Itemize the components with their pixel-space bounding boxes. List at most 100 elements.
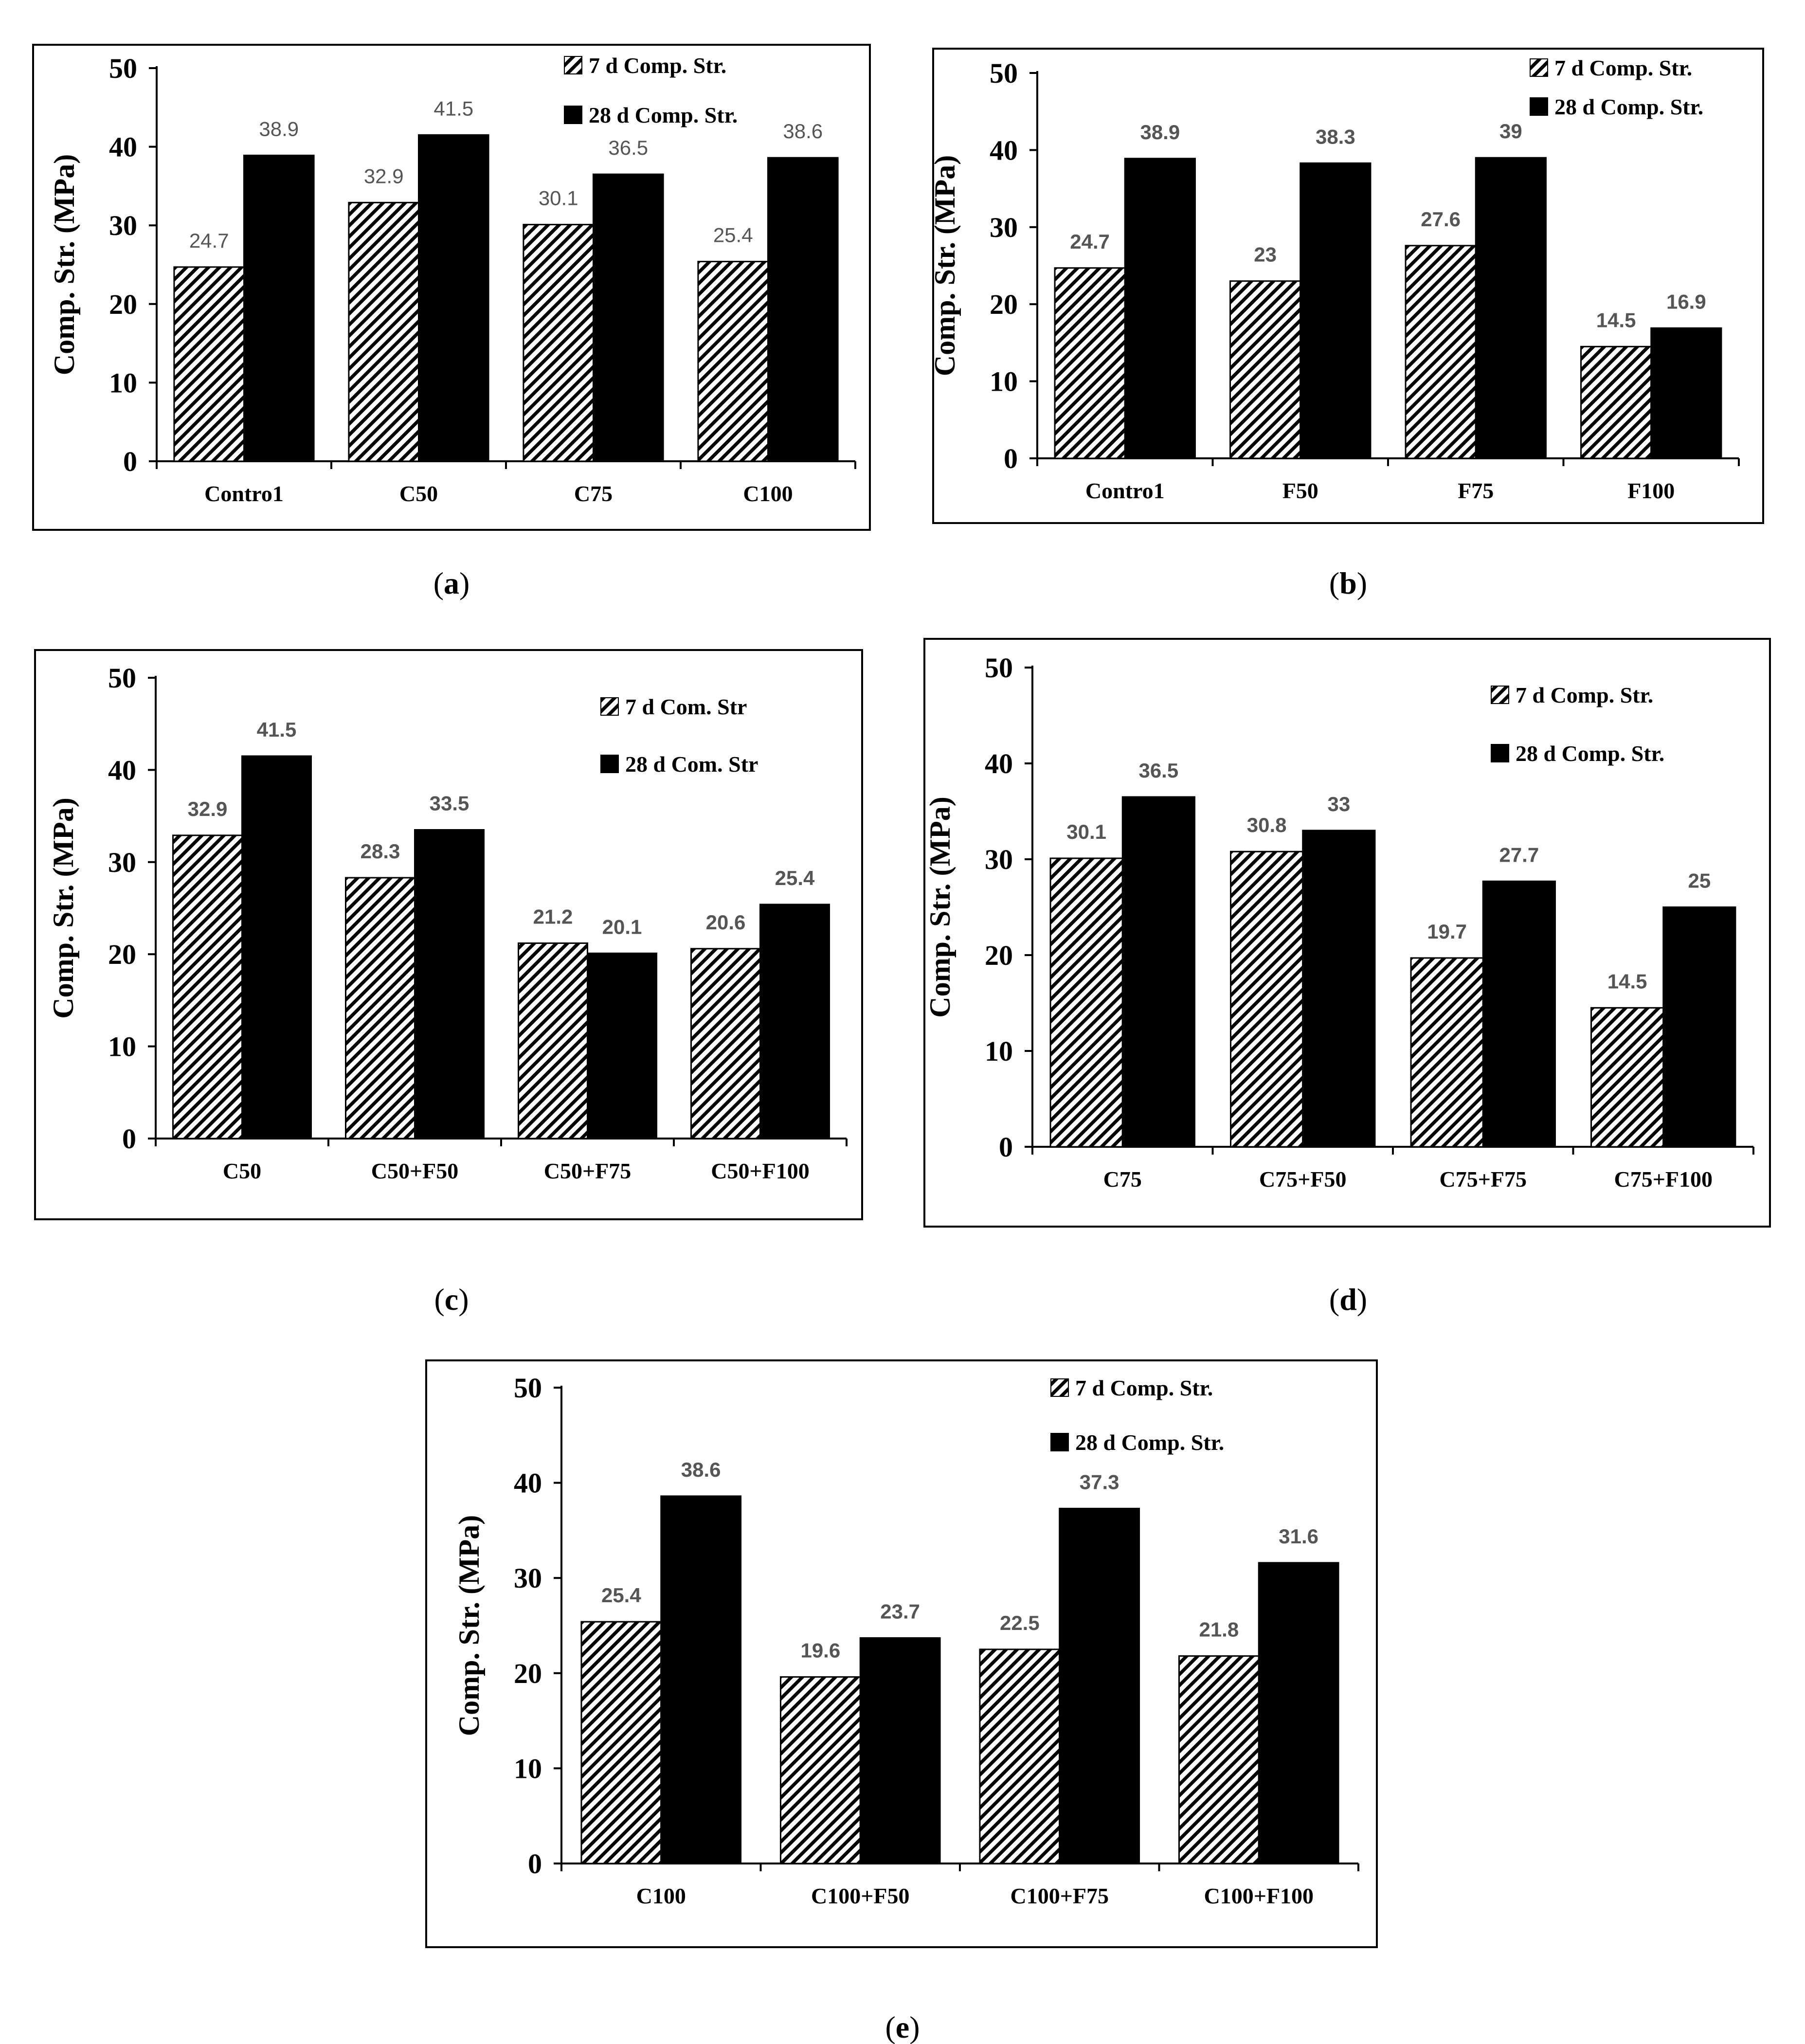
y-tick-label: 40 [514, 1467, 542, 1499]
chart-panel-e: Comp. Str. (MPa) 0 10 20 30 40 50 C100 C100+F50 C… [425, 1359, 1378, 2044]
caption-letter: e [896, 2010, 909, 2044]
legend-label: 7 d Comp. Str. [1516, 683, 1653, 707]
y-tick-label: 0 [999, 1131, 1013, 1163]
y-tick-label: 30 [514, 1562, 542, 1594]
bar-value-label: 28.3 [361, 840, 400, 863]
bar-28-day [1258, 1562, 1339, 1864]
bar-7-day [523, 224, 595, 462]
category-label: C100 [743, 481, 793, 506]
y-tick-label: 0 [123, 446, 137, 477]
bar-7-day [172, 834, 243, 1140]
plot-area: Comp. Str. (MPa) 0 10 20 30 40 50 C50 C50+F50 C50… [47, 662, 848, 1183]
chart-panel-a: Comp. Str. (MPa) 0 10 20 30 40 50 Contro1 C50 C75… [32, 44, 871, 600]
category-label: C75+F100 [1614, 1167, 1713, 1192]
bar-value-label: 36.5 [1138, 759, 1178, 782]
bar-value-label: 25.4 [713, 224, 753, 247]
category-label: C100+F75 [1010, 1883, 1109, 1908]
y-tick-label: 20 [990, 289, 1018, 320]
bar-value-label: 21.8 [1199, 1618, 1239, 1641]
category-label: C75 [1103, 1167, 1142, 1192]
category-label: F50 [1282, 478, 1318, 503]
bar-value-label: 37.3 [1080, 1470, 1119, 1493]
legend-label: 28 d Comp. Str. [1075, 1430, 1224, 1455]
y-tick-label: 50 [514, 1372, 542, 1404]
bar-value-label: 30.8 [1247, 814, 1287, 836]
bar-7-day [518, 942, 588, 1140]
legend-swatch-28-day [600, 755, 619, 773]
y-axis-label: Comp. Str. (MPa) [929, 155, 961, 376]
bar-7-day [697, 261, 769, 462]
bar-value-label: 32.9 [364, 164, 404, 187]
legend-swatch-28-day [564, 106, 582, 124]
bar-28-day [660, 1495, 742, 1864]
y-tick-label: 50 [108, 662, 136, 694]
bar-7-day [173, 266, 245, 462]
bar-value-label: 30.1 [539, 187, 578, 210]
bar-value-label: 22.5 [1000, 1611, 1040, 1634]
bar-value-label: 20.6 [706, 911, 746, 934]
chart-panel-b: Comp. Str. (MPa) 0 10 20 30 40 50 Contro1 F50 F75… [929, 48, 1764, 600]
bar-value-label: 25.4 [775, 867, 815, 889]
bar-value-label: 36.5 [608, 136, 648, 159]
y-axis-label: Comp. Str. (MPa) [48, 154, 80, 375]
y-tick-label: 30 [990, 212, 1018, 243]
bar-7-day [1410, 957, 1484, 1148]
y-tick-label: 40 [985, 748, 1013, 779]
bar-28-day [1482, 880, 1556, 1148]
category-label: F75 [1458, 478, 1494, 503]
y-tick-label: 20 [108, 939, 136, 970]
bar-value-label: 30.1 [1066, 820, 1106, 843]
bar-28-day [767, 157, 839, 462]
chart-panel-d: Comp. Str. (MPa) 0 10 20 30 40 50 C75 C75+F50 C75… [923, 638, 1771, 1317]
plot-area: Comp. Str. (MPa) 0 10 20 30 40 50 Contro1 C50 C75… [48, 53, 856, 506]
bar-value-label: 32.9 [188, 797, 228, 820]
category-label: C50+F50 [371, 1158, 459, 1183]
bar-7-day [345, 877, 415, 1140]
bar-value-label: 33.5 [430, 792, 469, 815]
y-axis-label: Comp. Str. (MPa) [924, 796, 956, 1017]
bar-28-day [418, 134, 489, 462]
bar-7-day [1049, 857, 1123, 1148]
caption-letter: c [445, 1282, 458, 1317]
category-label: C75+F50 [1259, 1167, 1347, 1192]
bar-28-day [1121, 796, 1195, 1148]
bar-28-day [1475, 157, 1547, 459]
y-tick-label: 10 [990, 366, 1018, 398]
bar-28-day [414, 829, 485, 1140]
bar-value-label: 27.6 [1421, 208, 1461, 231]
legend-label: 28 d Comp. Str. [1516, 741, 1664, 766]
legend-label: 7 d Comp. Str. [589, 53, 726, 78]
legend-label: 28 d Comp. Str. [1554, 94, 1703, 119]
bar-7-day [348, 201, 420, 462]
bar-7-day [1580, 345, 1652, 459]
bar-value-label: 38.9 [1140, 121, 1180, 144]
category-label: F100 [1627, 478, 1675, 503]
bar-28-day [859, 1637, 941, 1864]
category-label: C50 [223, 1158, 261, 1183]
bar-28-day [1124, 158, 1196, 459]
bar-value-label: 38.6 [681, 1458, 721, 1481]
bar-7-day [1229, 280, 1301, 459]
y-tick-label: 50 [990, 57, 1018, 89]
y-tick-label: 10 [109, 367, 137, 398]
category-label: C75 [574, 481, 613, 506]
y-tick-label: 20 [109, 289, 137, 320]
bar-7-day [580, 1621, 662, 1864]
bar-value-label: 31.6 [1279, 1525, 1318, 1548]
bar-28-day [593, 173, 664, 462]
legend-label: 7 d Comp. Str. [1075, 1375, 1213, 1400]
bar-value-label: 19.7 [1427, 920, 1467, 943]
bar-value-label: 23 [1254, 243, 1277, 266]
category-label: C100+F100 [1204, 1883, 1314, 1908]
legend-label: 28 d Comp. Str. [589, 103, 738, 127]
bar-value-label: 41.5 [257, 718, 297, 741]
bar-value-label: 39 [1499, 120, 1522, 143]
bar-value-label: 38.6 [783, 120, 823, 143]
y-axis-label: Comp. Str. (MPa) [453, 1515, 485, 1736]
bar-value-label: 16.9 [1666, 290, 1706, 313]
panel-caption: (c) [434, 1282, 469, 1317]
plot-area: Comp. Str. (MPa) 0 10 20 30 40 50 Contro1 F50 F75… [929, 55, 1740, 503]
plot-area: Comp. Str. (MPa) 0 10 20 30 40 50 C75 C75+F50 C75… [924, 652, 1754, 1192]
bar-7-day [979, 1648, 1061, 1864]
